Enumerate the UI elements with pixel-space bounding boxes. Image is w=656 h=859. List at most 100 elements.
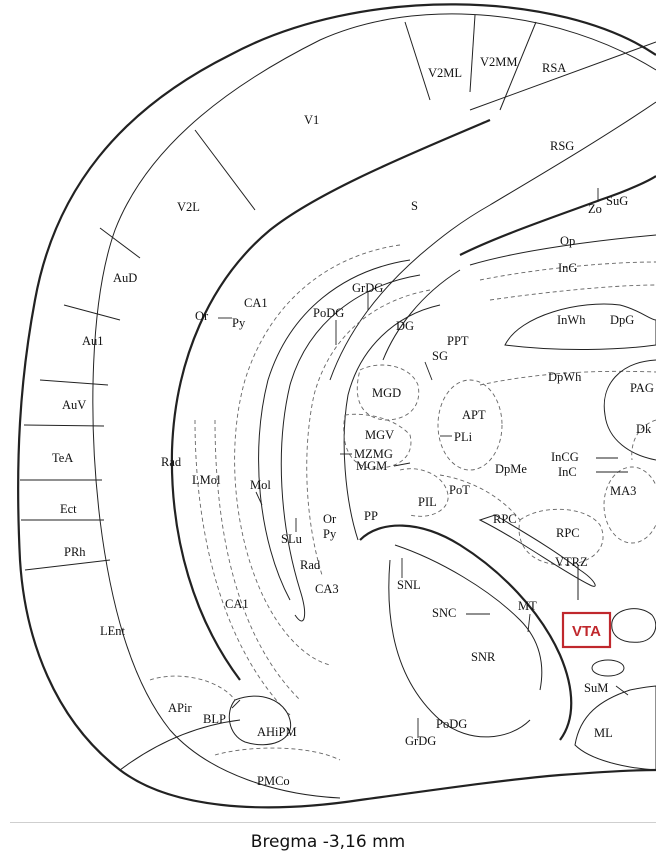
pag-outline [603,359,656,461]
corpus-callosum-inner [329,101,656,381]
label-DpWh: DpWh [548,370,582,384]
label-MGV: MGV [365,428,394,442]
hippocampus-layer-4 [306,289,431,576]
label-PP: PP [364,509,378,523]
tick-sum [615,685,629,696]
cortex-inner-boundary [92,13,656,799]
vta-nucleus [611,608,656,643]
divider-v2mm-v2ml [404,21,431,101]
label-PLi: PLi [454,430,473,444]
tick-mol [255,491,263,506]
divider-v2mm-rsa [499,21,537,111]
label-InC: InC [558,465,577,479]
cerebral-peduncle [359,524,573,741]
label-Py-upper: Py [232,316,246,330]
sum-shape [591,659,625,677]
corpus-callosum-outer [170,118,491,681]
midbrain-inner-boundary [382,269,461,361]
vta-highlight: VTA [561,611,612,649]
label-V2ML: V2ML [428,66,462,80]
lent-lower [119,719,241,771]
hippocampus-layer-1 [234,244,401,666]
label-AuD: AuD [113,271,137,285]
divider-v2ml-v2mm [469,14,476,93]
pil-outline [399,468,449,517]
hippocampus-layer-6 [194,419,291,716]
label-SNC: SNC [432,606,456,620]
label-Or-upper: Or [195,309,209,323]
hippocampus-layer-5 [214,419,301,701]
label-SuM: SuM [584,681,608,695]
rpc-band [478,514,596,587]
label-MA3: MA3 [610,484,636,498]
label-InG: InG [558,261,577,275]
label-AuV: AuV [62,398,86,412]
label-MGD: MGD [372,386,401,400]
label-SG: SG [432,349,448,363]
dpwh-layer [479,370,656,386]
label-DpG: DpG [610,313,634,327]
label-DpMe: DpMe [495,462,527,476]
inwh-shape [504,303,656,351]
label-SuG: SuG [606,194,628,208]
pmco-outline [214,747,341,761]
divider-rsa-rsg [469,41,656,111]
tick-blp [231,699,241,709]
label-Zo: Zo [588,202,602,216]
hippocampus-layer-2 [258,259,411,601]
label-Py-lower: Py [323,527,337,541]
label-GrDG-upper: GrDG [352,281,383,295]
superior-colliculus-layer-1 [479,261,656,281]
label-InCG: InCG [551,450,579,464]
label-PoDG-lower: PoDG [436,717,467,731]
tick-mt [527,613,531,633]
label-PMCo: PMCo [257,774,290,788]
pag-inner [631,419,656,461]
label-APir: APir [168,701,192,715]
label-TeA: TeA [52,451,73,465]
label-PAG: PAG [630,381,654,395]
apir-outline [149,675,236,701]
snc-upper [394,544,543,691]
label-Mol: Mol [250,478,271,492]
label-Au1: Au1 [82,334,104,348]
label-CA3: CA3 [315,582,339,596]
label-RPC-left: RPC [493,512,517,526]
label-ML: ML [594,726,613,740]
superior-colliculus-layer-2 [489,284,656,301]
label-CA1-lower: CA1 [225,597,249,611]
apt-outline [437,379,503,471]
label-Op: Op [560,234,575,248]
label-DG: DG [396,319,414,333]
caption-divider [10,822,656,823]
brain-outer-outline [17,3,656,809]
label-MGM: MGM [356,459,387,473]
label-PoDG-upper: PoDG [313,306,344,320]
hippocampus-layer-3 [280,274,421,622]
label-VTRZ: VTRZ [555,555,588,569]
rpc-outline [518,508,604,566]
divider-v2l-aud [99,227,141,259]
label-GrDG-lower: GrDG [405,734,436,748]
vta-highlight-label: VTA [572,623,601,640]
label-MT: MT [518,599,537,613]
mgd-outline [356,364,420,421]
divider-auv-tea [23,424,105,427]
thalamus-boundary [459,175,656,256]
label-RSA: RSA [542,61,566,75]
label-Rad-lower: Rad [300,558,321,572]
tick-sg [424,361,433,381]
label-Dk: Dk [636,422,652,436]
label-SNL: SNL [397,578,421,592]
label-BLP: BLP [203,712,226,726]
divider-prh-lent [24,559,111,571]
label-CA1-upper: CA1 [244,296,268,310]
snr-outline [388,559,531,738]
label-PPT: PPT [447,334,469,348]
vta-highlight-box [561,611,612,649]
label-V1: V1 [304,113,319,127]
label-S: S [411,199,418,213]
label-Or-lower: Or [323,512,337,526]
label-V2MM: V2MM [480,55,518,69]
divider-aud-au1 [63,304,121,321]
